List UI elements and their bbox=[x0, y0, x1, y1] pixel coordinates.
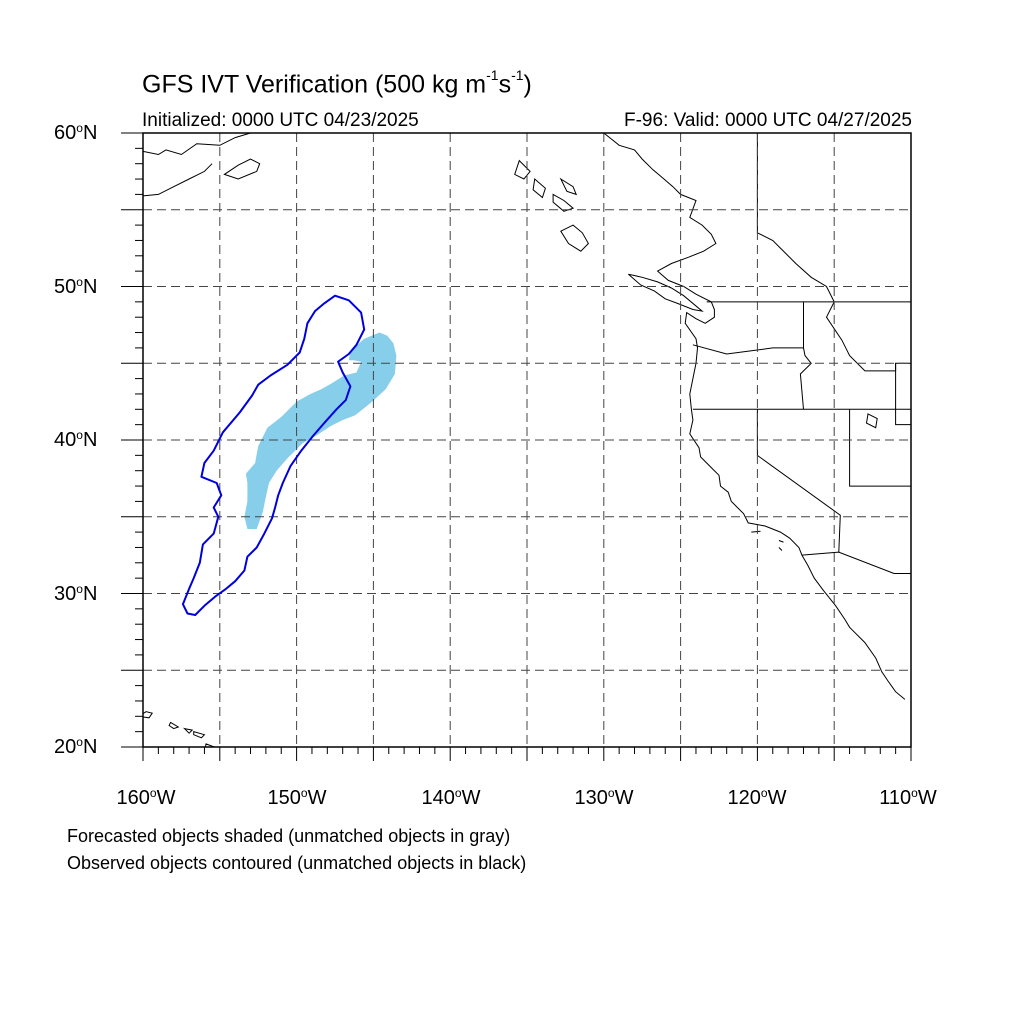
lat-label-30n: 30oN bbox=[54, 582, 98, 605]
haida-gwaii-island bbox=[560, 224, 590, 252]
observed-object-contour bbox=[181, 294, 366, 616]
initialized-time: Initialized: 0000 UTC 04/23/2025 bbox=[142, 110, 419, 131]
coastline-north-america bbox=[603, 133, 906, 700]
alexander-archipelago-island bbox=[559, 177, 578, 196]
lon-label-140w: 140oW bbox=[421, 786, 481, 809]
political-boundary bbox=[895, 363, 911, 426]
lat-label-40n: 40oN bbox=[54, 428, 98, 451]
lon-label-160w: 160oW bbox=[116, 786, 176, 809]
map-frame bbox=[142, 132, 912, 748]
hawaii-island bbox=[182, 727, 194, 734]
channel-island bbox=[778, 547, 783, 551]
lake-outline bbox=[865, 413, 878, 429]
observed-note: Observed objects contoured (unmatched ob… bbox=[67, 853, 527, 873]
lon-label-120w: 120oW bbox=[727, 786, 787, 809]
coastline-alaska-peninsula bbox=[143, 163, 213, 197]
coastline-alaska bbox=[143, 133, 251, 156]
lat-label-50n: 50oN bbox=[54, 275, 98, 298]
lon-label-150w: 150oW bbox=[267, 786, 327, 809]
hawaii-island bbox=[193, 730, 206, 739]
political-boundary bbox=[692, 344, 804, 355]
hawaii-island bbox=[168, 721, 180, 730]
lon-label-130w: 130oW bbox=[574, 786, 634, 809]
lat-label-60n: 60oN bbox=[54, 121, 98, 144]
lat-label-20n: 20oN bbox=[54, 735, 98, 758]
political-boundary bbox=[849, 409, 911, 487]
channel-island bbox=[751, 530, 761, 533]
political-boundary bbox=[756, 133, 835, 303]
forecast-object bbox=[244, 332, 397, 529]
lon-label-110w: 110oW bbox=[879, 786, 937, 809]
kodiak-island bbox=[223, 158, 261, 180]
channel-island bbox=[778, 540, 784, 543]
forecast-note: Forecasted objects shaded (unmatched obj… bbox=[67, 826, 511, 846]
valid-time: F-96: Valid: 0000 UTC 04/27/2025 bbox=[624, 110, 912, 131]
political-boundary bbox=[801, 551, 911, 574]
vancouver-island bbox=[628, 273, 704, 312]
alexander-archipelago-island bbox=[532, 178, 546, 199]
political-boundary bbox=[799, 301, 812, 410]
chart-title: GFS IVT Verification (500 kg m-1s-1) bbox=[142, 67, 532, 99]
